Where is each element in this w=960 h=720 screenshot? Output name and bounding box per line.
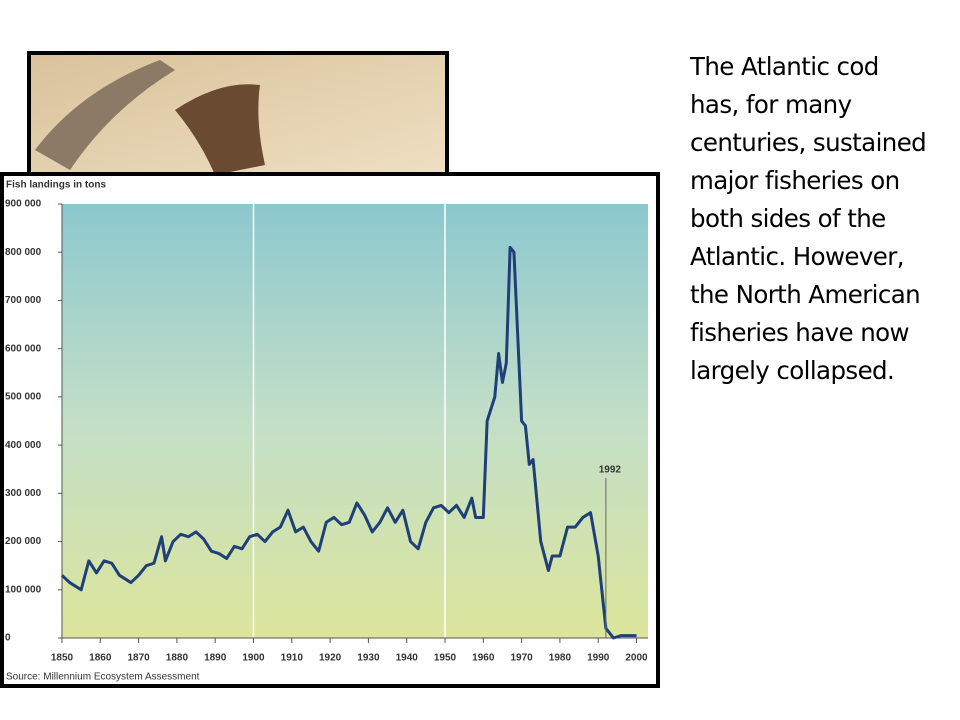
x-tick-label: 1920 [319, 653, 342, 664]
x-tick-label: 1900 [242, 653, 265, 664]
y-tick-label: 200 000 [5, 536, 42, 547]
body-line: major fisheries on [690, 166, 900, 195]
body-line: the North American [690, 280, 921, 309]
x-tick-label: 1850 [51, 653, 74, 664]
y-tick-label: 300 000 [5, 488, 42, 499]
body-text: The Atlantic cod has, for many centuries, … [690, 48, 927, 390]
x-tick-label: 1910 [281, 653, 304, 664]
y-tick-label: 600 000 [5, 343, 42, 354]
chart-title: Fish landings in tons [6, 180, 106, 191]
x-tick-label: 1870 [127, 653, 150, 664]
y-tick-label: 700 000 [5, 295, 42, 306]
y-tick-label: 500 000 [5, 392, 42, 403]
body-line: The Atlantic cod [690, 52, 879, 81]
body-line: centuries, sustained [690, 128, 927, 157]
x-tick-label: 1940 [396, 653, 419, 664]
photo [27, 51, 449, 185]
body-line: Atlantic. However, [690, 242, 905, 271]
body-line: largely collapsed. [690, 356, 895, 385]
x-tick-label: 1890 [204, 653, 227, 664]
x-tick-label: 2000 [625, 653, 648, 664]
chart: Fish landings in tons Source: Millennium… [0, 51, 660, 688]
x-tick-label: 1990 [587, 653, 610, 664]
x-tick-label: 1930 [357, 653, 380, 664]
source: Source: Millennium Ecosystem Assessment [6, 672, 200, 683]
y-tick-label: 900 000 [5, 199, 42, 210]
y-tick-label: 100 000 [5, 584, 42, 595]
y-tick-label: 400 000 [5, 440, 42, 451]
x-tick-label: 1980 [549, 653, 572, 664]
data-line [60, 245, 637, 640]
y-tick-label: 800 000 [5, 247, 42, 258]
x-tick-label: 1950 [434, 653, 457, 664]
x-tick-label: 1970 [510, 653, 533, 664]
body-line: fisheries have now [690, 318, 910, 347]
body-line: both sides of the [690, 204, 886, 233]
x-tick-label: 1880 [166, 653, 189, 664]
body-line: has, for many [690, 90, 852, 119]
x-tick-label: 1860 [89, 653, 112, 664]
y-tick-label: 0 [5, 633, 11, 644]
x-tick-label: 1960 [472, 653, 495, 664]
annotation-label: 1992 [599, 465, 622, 476]
plot-area [62, 204, 648, 638]
